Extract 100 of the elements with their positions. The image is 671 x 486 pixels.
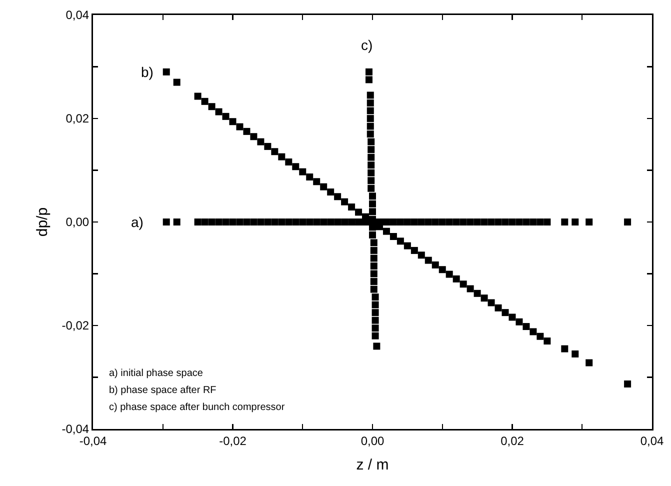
point — [488, 218, 495, 226]
annotation: c) phase space after bunch compressor — [109, 402, 286, 413]
point — [320, 183, 328, 190]
point — [243, 128, 250, 135]
point — [372, 301, 379, 308]
point — [250, 133, 258, 140]
point — [271, 218, 278, 226]
point — [418, 218, 425, 226]
point — [306, 218, 314, 226]
point — [432, 218, 439, 226]
point — [572, 350, 579, 358]
point — [369, 231, 376, 238]
annotation: b) phase space after RF — [109, 385, 216, 396]
point — [366, 76, 373, 84]
point — [243, 218, 250, 226]
point — [508, 314, 516, 321]
point — [466, 285, 474, 292]
point — [320, 218, 328, 226]
y-axis-title: dp/p — [34, 207, 52, 237]
point — [194, 92, 202, 100]
point — [624, 218, 632, 226]
point — [466, 218, 474, 226]
point — [366, 92, 374, 99]
point — [368, 138, 375, 146]
point — [222, 112, 230, 120]
point — [327, 188, 334, 196]
point — [368, 184, 375, 192]
point — [278, 218, 286, 226]
point — [522, 323, 530, 330]
point — [370, 254, 378, 262]
x-tick-label: 0,02 — [500, 434, 524, 448]
point — [372, 332, 379, 340]
point — [368, 177, 375, 184]
x-tick-label: 0,04 — [640, 434, 664, 448]
point — [348, 218, 356, 226]
point — [424, 218, 432, 226]
point — [366, 115, 374, 122]
point — [366, 130, 374, 138]
point — [250, 218, 258, 226]
point — [446, 218, 453, 226]
point — [368, 146, 375, 154]
x-axis-title: z / m — [356, 456, 389, 474]
point — [369, 192, 376, 200]
annotation: a) initial phase space — [109, 368, 204, 379]
point — [257, 218, 264, 226]
point — [236, 218, 244, 226]
point — [586, 218, 593, 226]
point — [544, 338, 551, 345]
point — [404, 242, 411, 250]
point — [382, 218, 390, 226]
point — [561, 345, 568, 352]
point — [452, 275, 460, 282]
x-tick-label: -0,02 — [219, 434, 247, 448]
point — [292, 163, 300, 170]
point — [480, 218, 488, 226]
point — [348, 203, 356, 210]
point — [292, 218, 300, 226]
point — [446, 270, 453, 278]
point — [370, 239, 378, 246]
point — [285, 158, 292, 166]
point — [366, 122, 374, 130]
annotation: b) — [141, 64, 154, 80]
point — [215, 218, 222, 226]
point — [516, 318, 523, 326]
point — [369, 200, 376, 208]
point — [368, 162, 375, 169]
point — [370, 278, 378, 286]
point — [201, 218, 208, 226]
point — [410, 246, 418, 254]
annotation: c) — [361, 37, 373, 53]
y-tick-label: -0,04 — [62, 422, 90, 436]
point — [438, 218, 446, 226]
point — [370, 270, 378, 278]
y-tick-label: -0,02 — [62, 318, 90, 333]
point — [229, 218, 236, 226]
point — [396, 238, 404, 245]
point — [372, 324, 379, 332]
point — [368, 154, 375, 161]
point — [299, 168, 306, 176]
point — [488, 299, 495, 306]
point — [341, 198, 348, 206]
point — [396, 218, 404, 226]
point — [390, 218, 397, 226]
point — [341, 218, 348, 226]
point — [522, 218, 530, 226]
point — [586, 359, 593, 366]
point — [480, 294, 488, 302]
point — [410, 218, 418, 226]
point — [474, 290, 481, 297]
point — [222, 218, 230, 226]
point — [285, 218, 292, 226]
point — [264, 142, 272, 150]
point — [370, 286, 378, 293]
point — [536, 218, 544, 226]
point — [257, 138, 264, 146]
point — [264, 218, 272, 226]
point — [373, 342, 380, 350]
point — [271, 148, 278, 156]
point — [452, 218, 460, 226]
point — [438, 266, 446, 274]
